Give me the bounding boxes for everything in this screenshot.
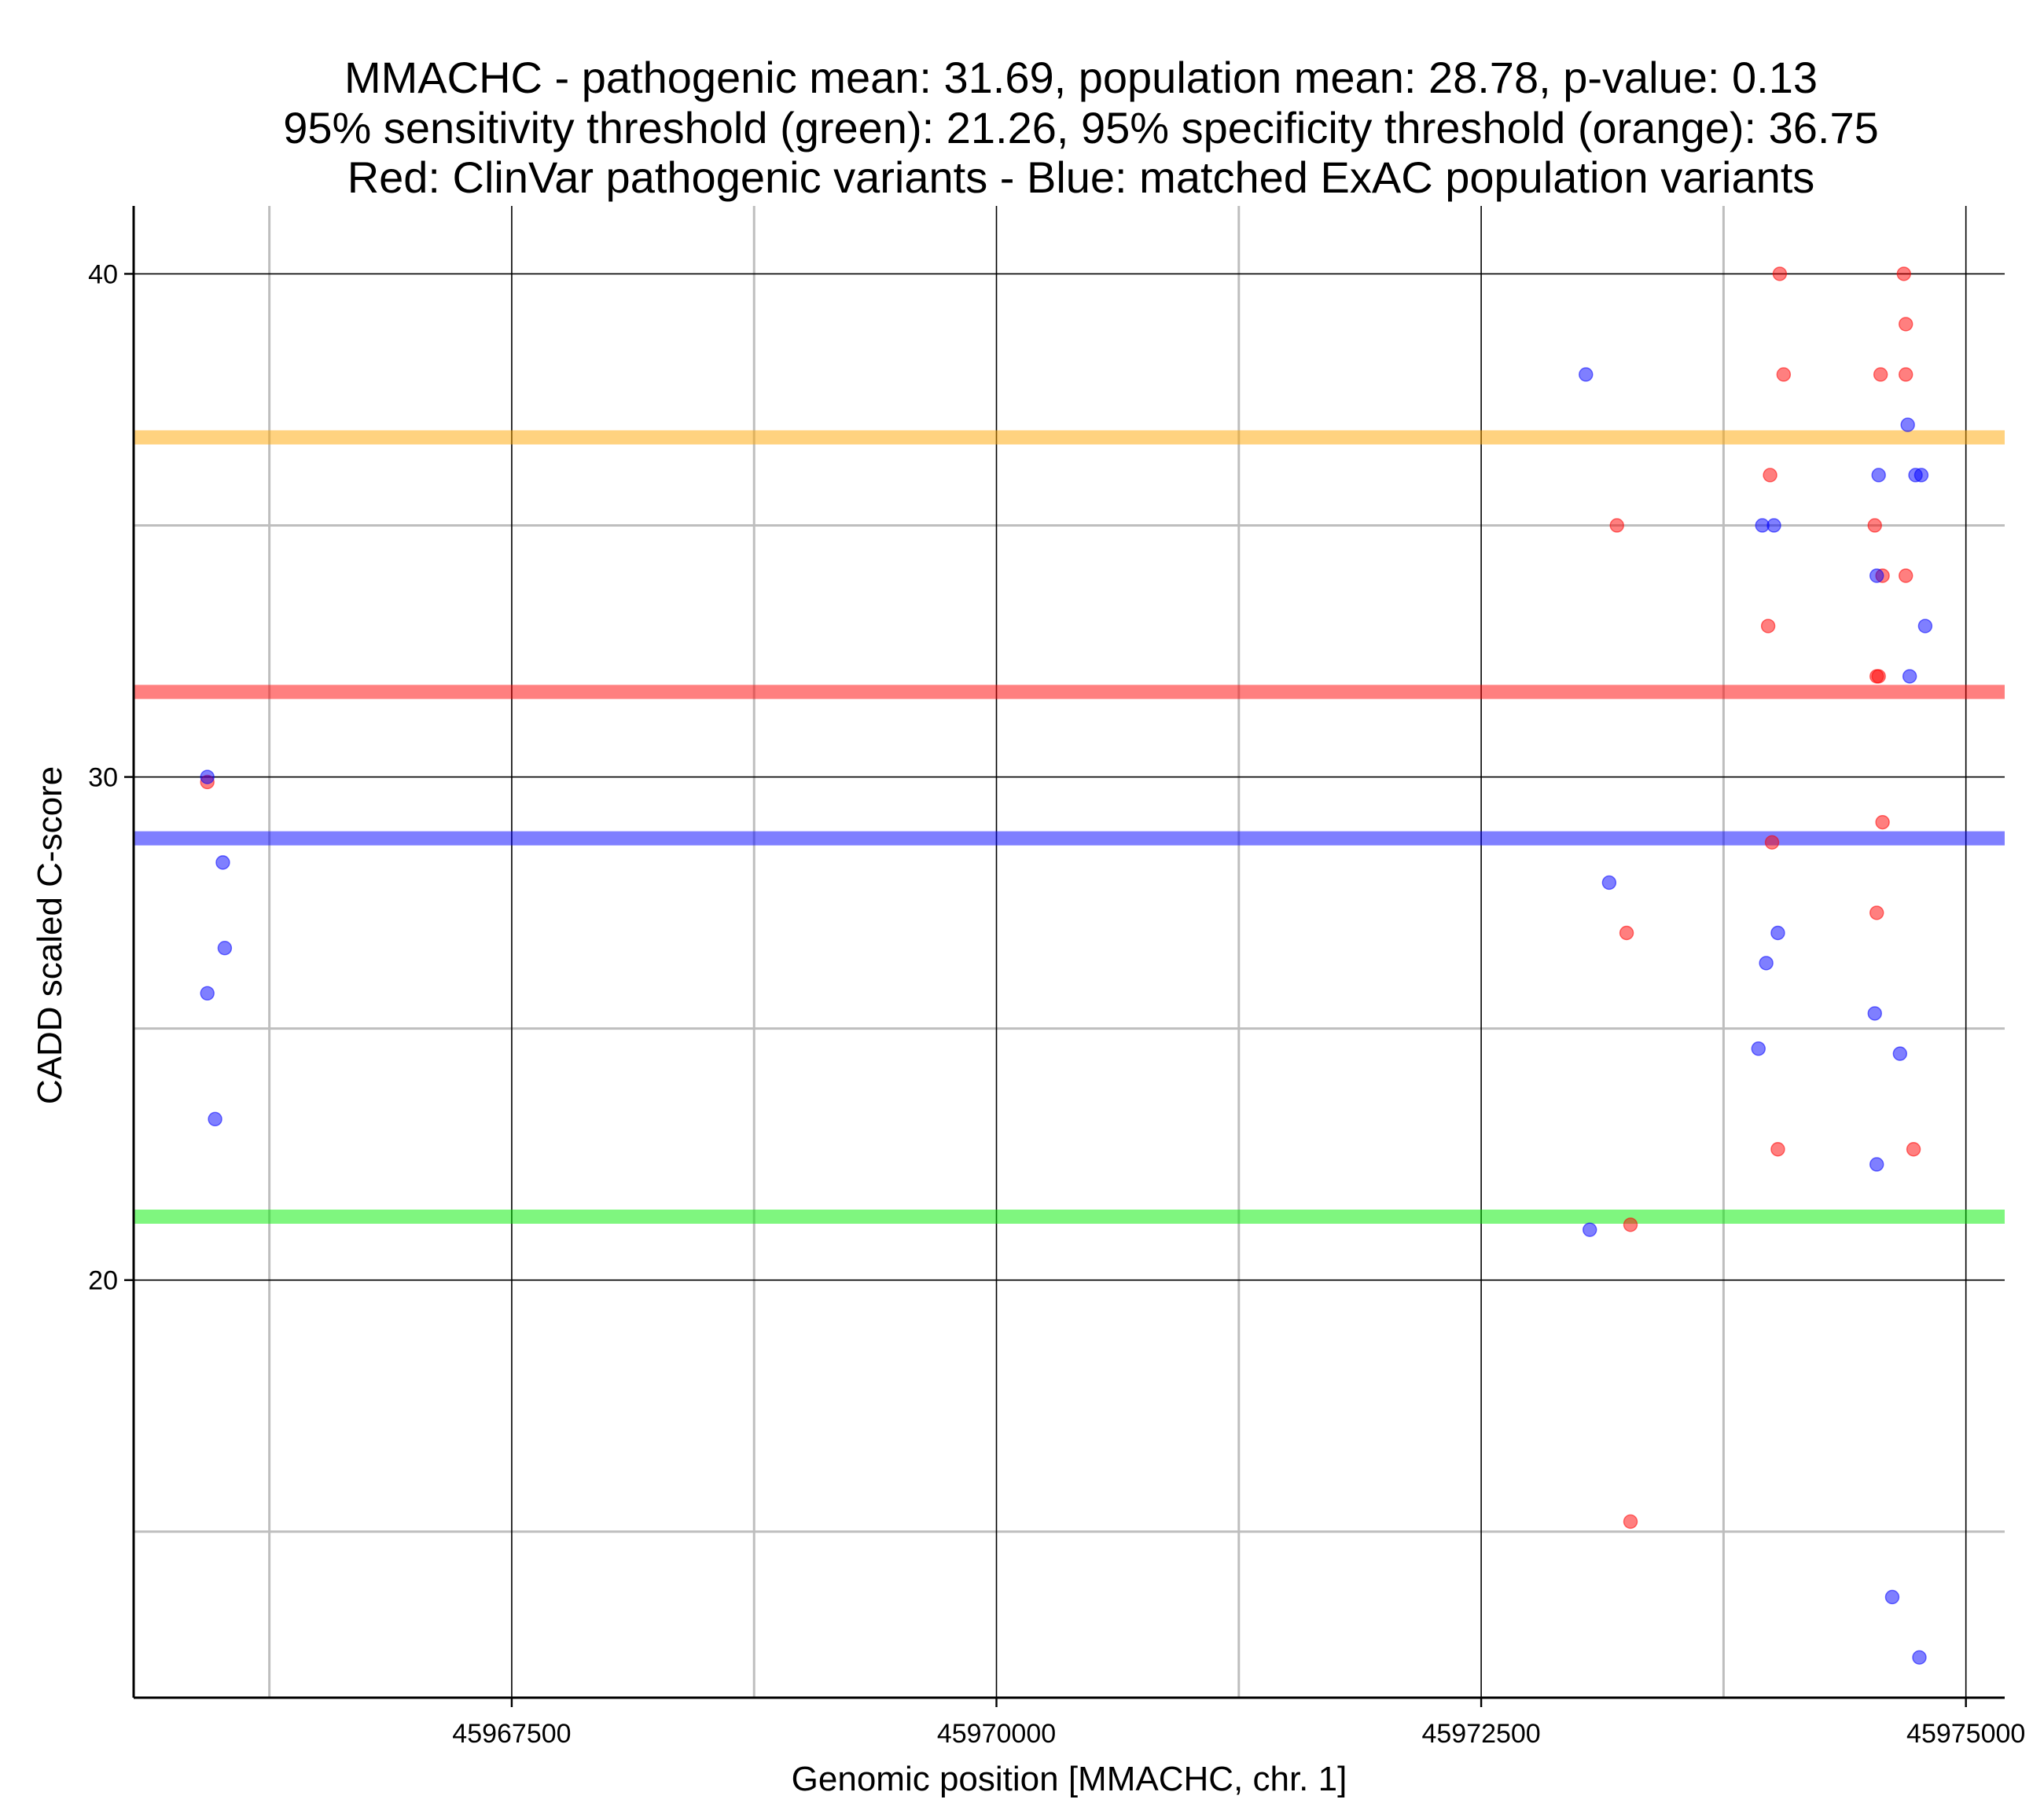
population-point xyxy=(1601,875,1617,890)
population-point xyxy=(208,1111,222,1127)
population-point xyxy=(215,855,230,870)
pathogenic-point xyxy=(1896,266,1911,281)
population-point xyxy=(1902,669,1917,684)
population-point xyxy=(217,940,233,956)
population-point xyxy=(200,986,215,1001)
population-point xyxy=(1892,1046,1908,1061)
pathogenic-point xyxy=(1899,317,1913,332)
population-point xyxy=(1751,1041,1766,1056)
population-point xyxy=(1884,1589,1900,1605)
pathogenic-point xyxy=(1869,905,1884,920)
pathogenic-point xyxy=(1760,619,1776,633)
x-axis-title: Genomic position [MMACHC, chr. 1] xyxy=(792,1760,1347,1798)
population-point xyxy=(1766,518,1781,533)
population-point xyxy=(1759,956,1774,971)
y-tick-label: 20 xyxy=(88,1266,118,1296)
population-point xyxy=(1917,619,1933,633)
tick-labels: 45967500 45970000 45972500 45975000 20 30 40 xyxy=(88,259,2025,1749)
population-point xyxy=(1579,367,1594,382)
pathogenic-point xyxy=(1776,367,1792,382)
major-gridlines xyxy=(134,206,2005,1698)
pathogenic-point xyxy=(1899,568,1913,583)
population-point xyxy=(200,769,215,784)
population-point xyxy=(1900,417,1915,432)
population-point xyxy=(1583,1222,1597,1237)
title-line-1: MMACHC - pathogenic mean: 31.69, populat… xyxy=(344,53,1818,102)
pathogenic-point xyxy=(1873,367,1888,382)
population-point xyxy=(1871,468,1886,483)
pathogenic-point xyxy=(1764,835,1780,850)
y-axis-title: CADD scaled C-score xyxy=(31,766,69,1104)
pathogenic-point xyxy=(1623,1217,1638,1232)
pathogenic-point xyxy=(1875,814,1890,830)
title-line-2: 95% sensitivity threshold (green): 21.26… xyxy=(283,103,1879,152)
x-tick-label: 45967500 xyxy=(452,1719,571,1749)
x-tick-label: 45972500 xyxy=(1421,1719,1540,1749)
population-point xyxy=(1770,925,1785,941)
reference-lines xyxy=(134,430,2005,1225)
pathogenic-point xyxy=(1623,1514,1638,1529)
pathogenic-point xyxy=(1871,669,1886,684)
population-point xyxy=(1869,1157,1884,1172)
chart-title: MMACHC - pathogenic mean: 31.69, populat… xyxy=(283,53,1879,202)
x-tick-label: 45975000 xyxy=(1906,1719,2025,1749)
y-tick-label: 30 xyxy=(88,763,118,793)
population-point xyxy=(1867,1006,1882,1021)
population-point xyxy=(1912,1650,1927,1665)
x-tick-label: 45970000 xyxy=(937,1719,1056,1749)
population-point xyxy=(1869,568,1884,583)
title-line-3: Red: ClinVar pathogenic variants - Blue:… xyxy=(347,152,1815,202)
pathogenic-point xyxy=(1763,468,1777,483)
data-points xyxy=(200,266,1933,1665)
pathogenic-point xyxy=(1609,518,1624,533)
pathogenic-point xyxy=(1899,367,1913,382)
population-point xyxy=(1913,468,1929,483)
axes xyxy=(132,206,2005,1699)
y-tick-label: 40 xyxy=(88,259,118,289)
pathogenic-point xyxy=(1867,518,1882,533)
pathogenic-point xyxy=(1770,1142,1785,1157)
pathogenic-point xyxy=(1772,266,1788,281)
pathogenic-point xyxy=(1906,1142,1921,1157)
minor-gridlines xyxy=(134,206,2005,1698)
pathogenic-point xyxy=(1619,925,1634,941)
